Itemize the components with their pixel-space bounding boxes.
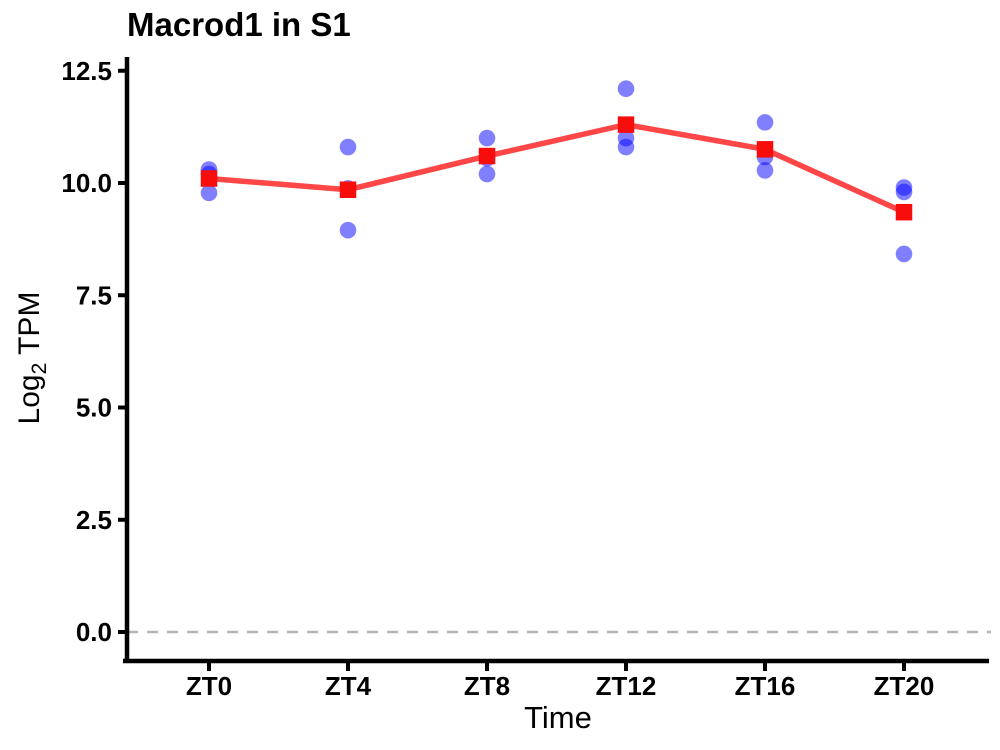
- mean-line: [206, 121, 907, 215]
- replicate-data-point: [339, 221, 357, 239]
- x-tick-label: ZT8: [464, 671, 510, 701]
- y-tick-label: 5.0: [76, 393, 112, 423]
- x-axis-label: Time: [524, 700, 592, 735]
- replicate-data-point: [339, 138, 357, 156]
- y-tick-label: 12.5: [61, 56, 112, 86]
- x-tick-label: ZT20: [874, 671, 935, 701]
- mean-data-point: [478, 147, 496, 165]
- replicate-data-point: [756, 162, 774, 179]
- mean-data-point: [339, 181, 357, 198]
- y-tick-label: 0.0: [76, 617, 112, 647]
- y-tick-label: 7.5: [76, 280, 112, 310]
- chart-title: Macrod1 in S1: [127, 6, 351, 43]
- mean-data-point: [617, 116, 635, 133]
- x-tick-label: ZT0: [186, 671, 232, 701]
- mean-data-point: [200, 170, 218, 187]
- y-tick-label: 10.0: [61, 168, 112, 198]
- x-tick-label: ZT12: [596, 671, 657, 701]
- replicate-data-point: [617, 138, 635, 156]
- replicate-data-point: [478, 129, 496, 147]
- y-tick-label: 2.5: [76, 505, 112, 535]
- mean-data-point: [756, 141, 774, 158]
- x-tick-label: ZT4: [325, 671, 372, 701]
- replicate-data-point: [617, 80, 635, 98]
- mean-data-point: [895, 203, 913, 221]
- x-tick-label: ZT16: [735, 671, 796, 701]
- replicate-data-point: [895, 245, 913, 263]
- replicate-data-point: [756, 114, 774, 131]
- replicate-data-point: [200, 184, 218, 202]
- replicate-data-point: [478, 165, 496, 183]
- replicate-data-point: [895, 183, 913, 201]
